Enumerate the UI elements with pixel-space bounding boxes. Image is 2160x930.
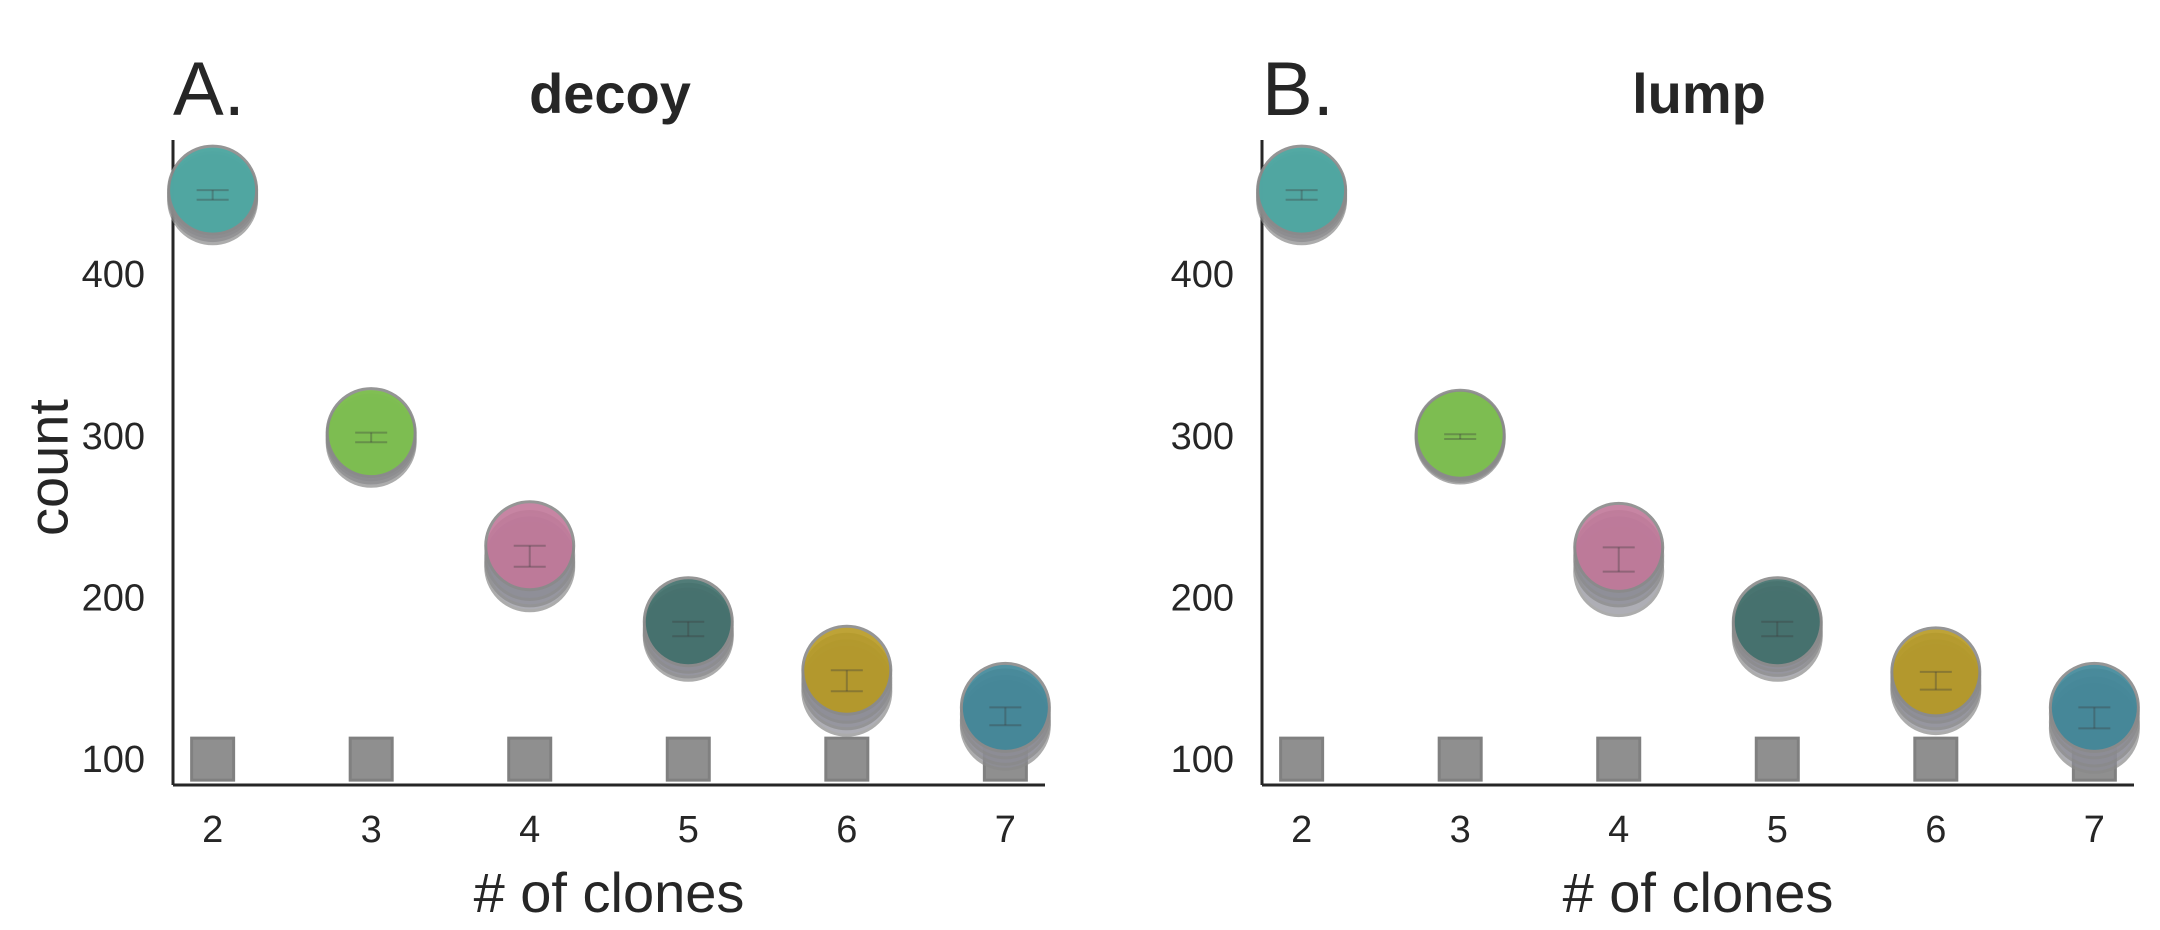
x-tick-label: 5 <box>1767 809 1788 851</box>
baseline-square-marker <box>1754 736 1800 782</box>
x-tick-label: 2 <box>202 809 223 851</box>
x-tick-label: 5 <box>678 809 699 851</box>
baseline-square-marker <box>1437 736 1483 782</box>
y-tick-label: 100 <box>1171 739 1234 781</box>
y-tick-label: 200 <box>82 577 145 619</box>
panel-a: A. decoy 100 200 300 400 2 3 4 5 6 7 # of clones coun… <box>17 47 1051 924</box>
x-tick-label: 6 <box>1925 809 1946 851</box>
data-point-circle <box>1414 388 1506 480</box>
y-tick-label: 200 <box>1171 577 1234 619</box>
baseline-square-marker <box>1913 736 1959 782</box>
data-point-circle <box>484 500 576 592</box>
data-point-circle <box>1890 626 1982 718</box>
x-axis-label: # of clones <box>474 861 745 924</box>
y-axis-label: count <box>17 399 80 536</box>
x-tick-label: 6 <box>836 809 857 851</box>
chart-title: lump <box>1632 62 1766 125</box>
baseline-square-marker <box>348 736 394 782</box>
baseline-square-marker <box>665 736 711 782</box>
baseline-square-marker <box>1279 736 1325 782</box>
panel-letter: A. <box>173 47 245 132</box>
y-tick-label: 300 <box>1171 416 1234 458</box>
panel-letter: B. <box>1262 47 1334 132</box>
baseline-square-marker <box>190 736 236 782</box>
y-tick-label: 400 <box>1171 254 1234 296</box>
x-tick-label: 2 <box>1291 809 1312 851</box>
baseline-square-marker <box>824 736 870 782</box>
x-tick-label: 4 <box>1608 809 1629 851</box>
data-point-circle <box>642 576 734 668</box>
data-point-circle <box>801 624 893 716</box>
x-tick-label: 3 <box>1450 809 1471 851</box>
data-point-circle <box>325 387 417 479</box>
x-tick-label: 7 <box>995 809 1016 851</box>
y-tick-label: 400 <box>82 254 145 296</box>
x-axis-label: # of clones <box>1563 861 1834 924</box>
x-tick-label: 3 <box>361 809 382 851</box>
baseline-square-marker <box>1596 736 1642 782</box>
x-tick-label: 7 <box>2084 809 2105 851</box>
y-tick-label: 300 <box>82 416 145 458</box>
data-point-circle <box>959 661 1051 753</box>
data-point-circle <box>167 144 259 236</box>
x-tick-label: 4 <box>519 809 540 851</box>
y-tick-label: 100 <box>82 739 145 781</box>
data-point-circle <box>2048 661 2140 753</box>
panel-b: B. lump 100 200 300 400 2 3 4 5 6 7 # of clones <box>1171 47 2140 924</box>
data-point-circle <box>1256 144 1348 236</box>
data-point-circle <box>1573 501 1665 593</box>
baseline-square-marker <box>507 736 553 782</box>
data-point-circle <box>1731 576 1823 668</box>
chart-title: decoy <box>529 62 691 125</box>
